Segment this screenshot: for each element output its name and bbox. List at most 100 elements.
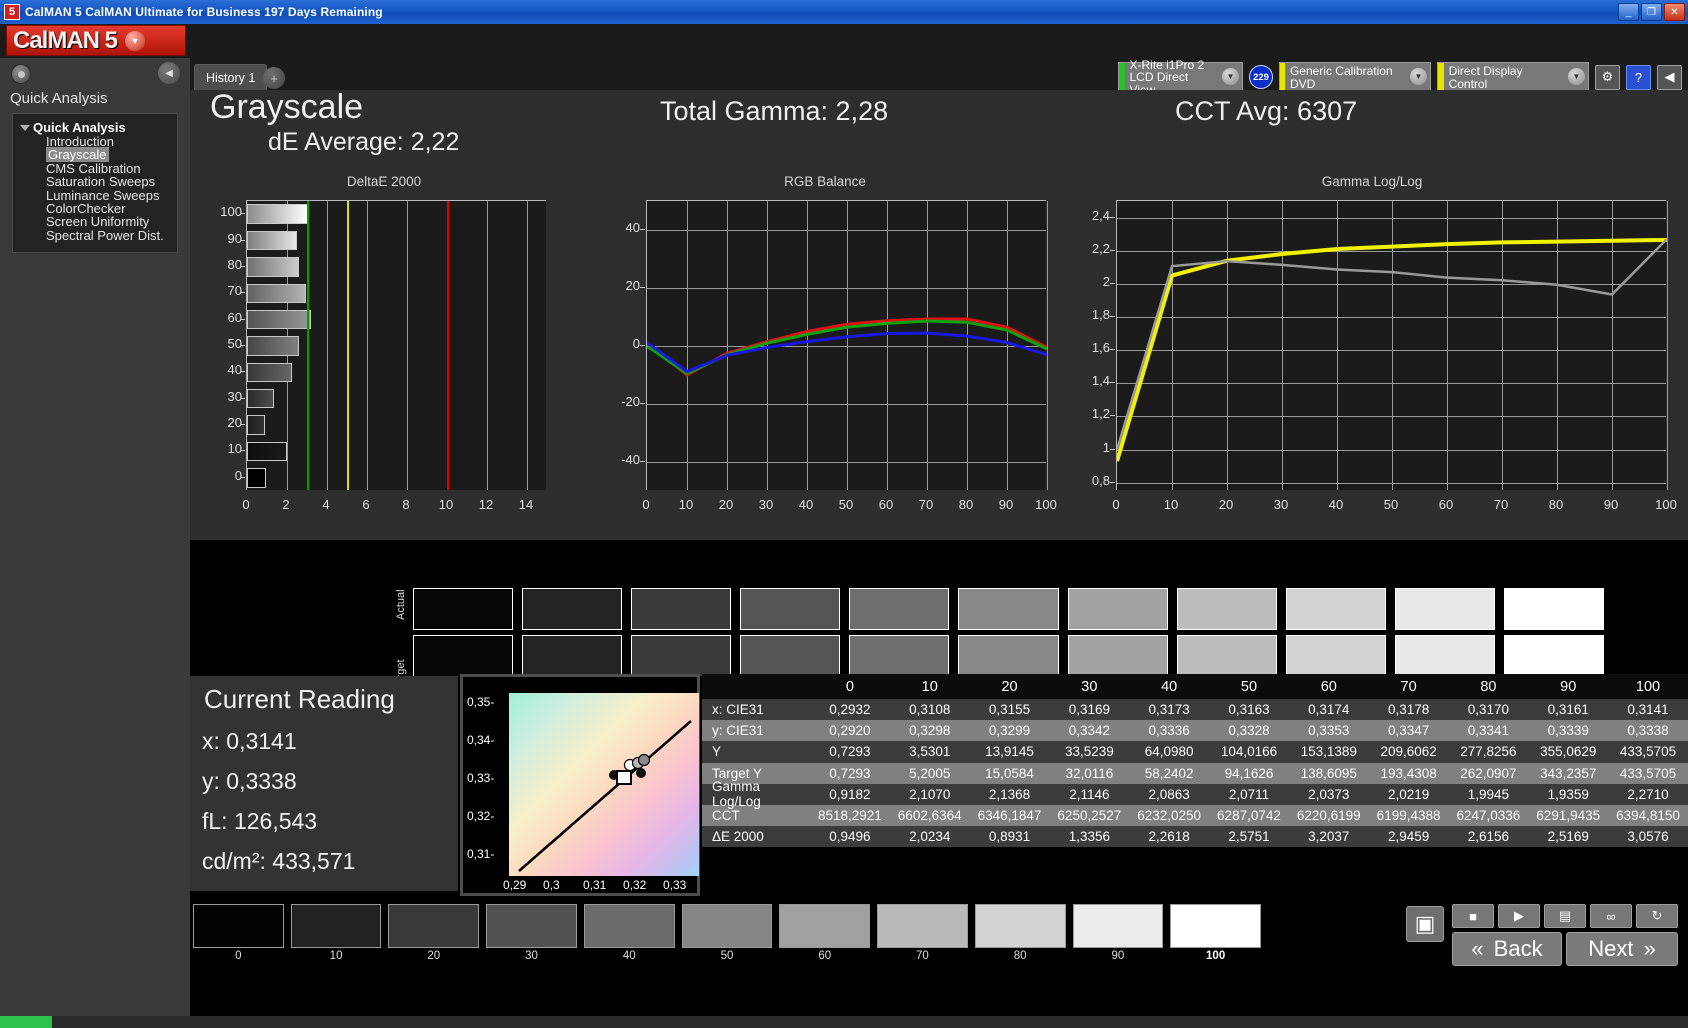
bottom-patch-30[interactable] [486,904,577,948]
deltae-x-tick: 14 [518,497,534,512]
table-cell: 94,1626 [1224,765,1274,781]
gear-icon[interactable]: ⚙ [1595,64,1620,90]
bottom-patch-70[interactable] [877,904,968,948]
target-icon[interactable]: ▣ [1406,906,1444,942]
chevron-down-icon[interactable]: ▼ [1222,68,1239,85]
chevron-down-icon[interactable]: ▼ [1568,68,1585,85]
window-title-bar[interactable]: 5 CalMAN 5 CalMAN Ultimate for Business … [0,0,1688,24]
table-cell: 0,3353 [1308,723,1350,739]
yellow-threshold [347,201,349,490]
sidebar-item-grayscale[interactable]: Grayscale [17,147,173,163]
gridline-vertical [327,201,328,490]
chevron-down-icon[interactable]: ▼ [1410,68,1427,85]
deltae-y-tickmark [240,213,245,215]
add-tab-icon[interactable]: + [263,67,285,89]
actual-row-label: Actual [395,589,407,620]
gridline-horizontal [1117,449,1666,451]
patch-actual-50 [958,588,1059,630]
deltae-y-tick: 60 [227,309,242,325]
bottom-patch-100[interactable] [1170,904,1261,948]
bottom-patch-90[interactable] [1072,904,1164,948]
next-label: Next [1588,936,1634,961]
patch-actual-10 [522,588,623,630]
table-cell: 0,3178 [1387,702,1430,718]
table-cell: 6220,6199 [1296,808,1361,824]
meter-selector[interactable]: X-Rite i1Pro 2 LCD Direct View ▼ [1118,59,1243,96]
bottom-patch-50[interactable] [681,904,773,948]
table-cell: 0,3163 [1228,702,1270,718]
window-controls: _ ❐ ✕ [1618,3,1685,21]
table-cell: 15,0584 [985,765,1034,781]
gridline-horizontal [1117,482,1666,484]
patch-target-40 [849,635,950,677]
bottom-patch-80[interactable] [974,904,1066,948]
rgb-y-tickmark [640,403,645,404]
deltae-bar [247,336,299,356]
deltae-y-tickmark [240,345,245,346]
next-button[interactable]: Next » [1566,932,1678,966]
gridline-vertical [487,201,488,490]
back-button[interactable]: « Back [1452,932,1562,966]
cie-x-tick: 0,31 [583,878,607,892]
gridline-horizontal [1117,317,1666,318]
patch-target-0 [413,635,514,677]
triangle-expand-icon[interactable] [20,125,30,131]
bottom-patch-40[interactable] [583,904,675,948]
calman-logo-button[interactable]: CalMAN 5 ▼ [6,25,186,56]
sidebar-item-introduction[interactable]: Introduction [17,135,173,148]
tree-root-quick-analysis[interactable]: Quick Analysis [17,120,173,135]
table-cell: 0,3170 [1467,702,1510,718]
sidebar-item-cms-calibration[interactable]: CMS Calibration [17,162,173,175]
cie-chromaticity-diagram[interactable]: 0,35- 0,34- 0,33- 0,32- 0,31- 0,29 0,3 0,31 0,32… [460,674,700,896]
sidebar-item-spectral-power-dist[interactable]: Spectral Power Dist. [17,229,173,242]
deltae-x-tick: 0 [242,497,250,512]
deltae-bar [247,257,300,277]
gamma-x-tick: 70 [1493,497,1509,512]
bottom-patch-0[interactable] [193,904,284,948]
patch-target-100 [1503,635,1604,677]
display-selector[interactable]: Direct Display Control ▼ [1437,62,1589,92]
close-icon[interactable]: ✕ [1664,3,1685,21]
save-icon[interactable]: ▤ [1544,904,1586,928]
loop-icon[interactable]: ∞ [1590,904,1632,928]
sidebar-item-colorchecker[interactable]: ColorChecker [17,202,173,215]
play-icon[interactable]: ▶ [1498,904,1540,928]
table-cell: 0,2932 [829,702,871,718]
bottom-patch-label: 10 [329,950,343,962]
help-icon[interactable]: ? [1626,64,1651,90]
deltae-y-tickmark [240,397,245,399]
maximize-icon[interactable]: ❐ [1641,3,1662,21]
table-cell: 2,0234 [909,829,951,845]
gridline-vertical [687,201,688,490]
gridline-vertical [767,201,768,490]
sidebar-toolbar: ◀ [0,58,190,88]
minimize-icon[interactable]: _ [1618,3,1639,21]
refresh-icon[interactable]: ↻ [1636,904,1678,928]
bottom-patch-10[interactable] [290,904,382,948]
deltae-y-tickmark [240,239,245,241]
table-cell: 153,1389 [1300,744,1357,760]
table-cell: 6602,6364 [897,808,962,824]
home-icon[interactable] [11,64,31,84]
tab-history-1[interactable]: History 1 [194,64,268,90]
sidebar-item-screen-uniformity[interactable]: Screen Uniformity [17,215,173,228]
rgb-y-tick: 20 [625,278,640,293]
workflow-tree: Quick Analysis Introduction Grayscale CMS … [12,113,178,253]
table-cell: 0,3338 [1627,723,1669,739]
source-selector[interactable]: Generic Calibration DVD ▼ [1279,62,1431,92]
rgb-x-tick: 40 [798,497,814,512]
gamma-x-tick: 0 [1112,497,1120,512]
bottom-patch-60[interactable] [779,904,871,948]
table-cell: 1,3356 [1068,829,1110,845]
chevron-down-icon[interactable]: ▼ [125,30,146,51]
sidebar-item-luminance-sweeps[interactable]: Luminance Sweeps [17,188,173,202]
collapse-right-icon[interactable]: ◀ [1657,64,1682,90]
bottom-area: Current Reading x: 0,3141 y: 0,3338 fL: … [190,674,1688,1028]
stop-icon[interactable]: ■ [1452,904,1494,928]
table-column-header: 0 [845,678,854,695]
table-cell: 6287,0742 [1217,808,1281,824]
sidebar-item-saturation-sweeps[interactable]: Saturation Sweeps [17,175,173,188]
collapse-sidebar-icon[interactable]: ◀ [158,62,180,84]
bottom-patch-20[interactable] [388,904,480,948]
gamma-y-tickmark [1110,249,1115,251]
